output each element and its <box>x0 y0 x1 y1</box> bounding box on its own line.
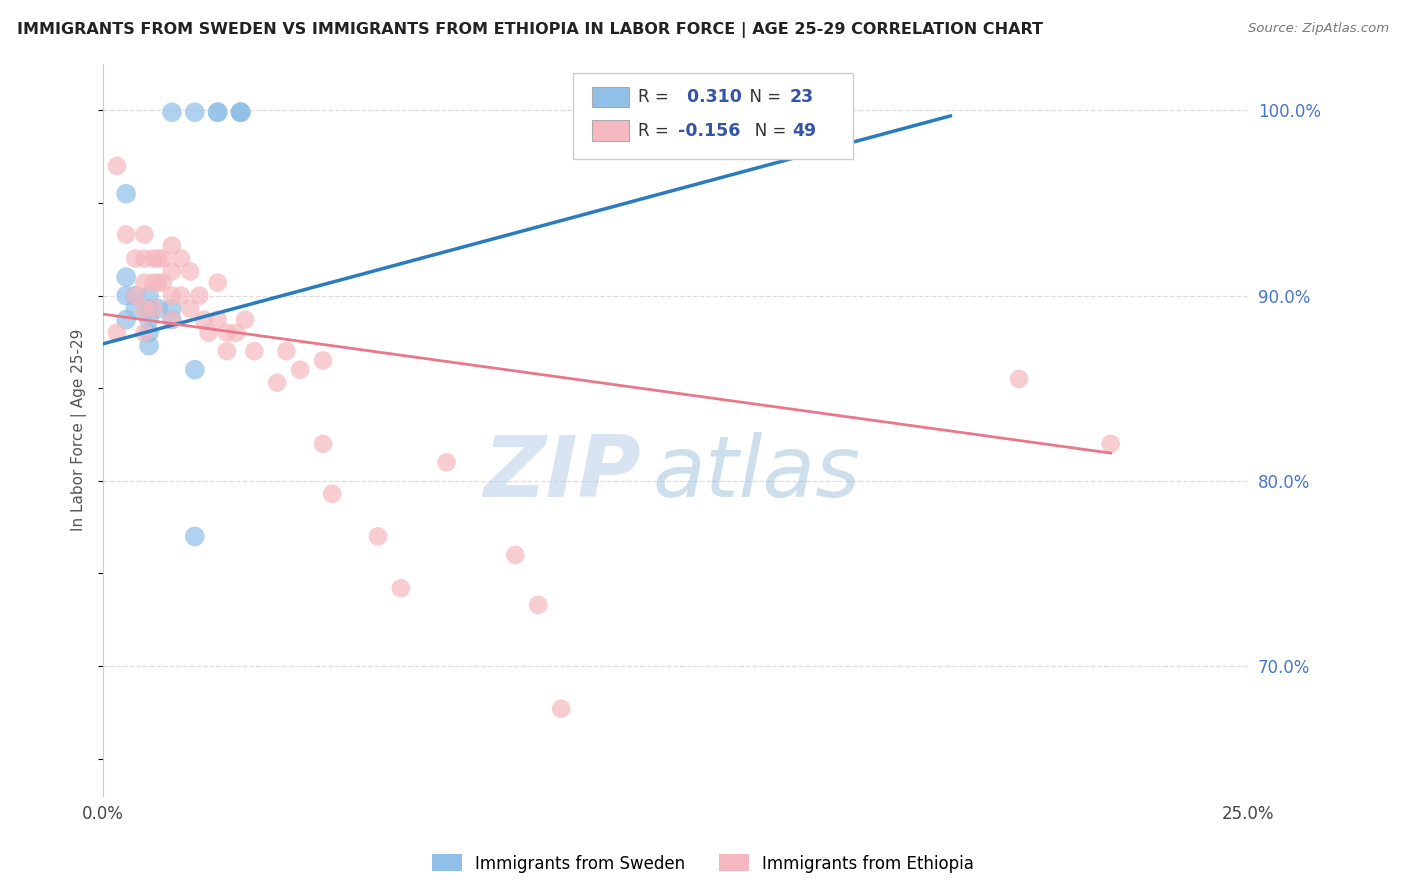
Point <box>229 105 252 120</box>
Text: IMMIGRANTS FROM SWEDEN VS IMMIGRANTS FROM ETHIOPIA IN LABOR FORCE | AGE 25-29 CO: IMMIGRANTS FROM SWEDEN VS IMMIGRANTS FRO… <box>17 22 1043 38</box>
Text: R =: R = <box>638 88 673 106</box>
Point <box>105 326 128 340</box>
Point <box>124 288 146 302</box>
Point <box>134 276 156 290</box>
Point <box>288 362 311 376</box>
Point <box>160 301 183 316</box>
Point <box>193 312 215 326</box>
Point <box>115 270 138 285</box>
Point <box>243 344 266 359</box>
Point <box>207 312 229 326</box>
Point <box>105 159 128 173</box>
Point <box>184 105 207 120</box>
Point <box>312 353 335 368</box>
Point <box>229 105 252 120</box>
Point <box>505 548 527 562</box>
Point <box>179 301 201 316</box>
Point <box>138 301 160 316</box>
Point <box>160 312 183 326</box>
Point <box>207 105 229 120</box>
Text: atlas: atlas <box>652 433 860 516</box>
FancyBboxPatch shape <box>592 87 628 107</box>
Point <box>138 312 160 326</box>
Point <box>266 376 288 390</box>
Text: ZIP: ZIP <box>484 433 641 516</box>
Point <box>367 529 389 543</box>
Text: N =: N = <box>738 88 786 106</box>
Point <box>160 105 183 120</box>
Point <box>229 105 252 120</box>
Point <box>146 252 169 266</box>
FancyBboxPatch shape <box>592 120 628 141</box>
Legend: Immigrants from Sweden, Immigrants from Ethiopia: Immigrants from Sweden, Immigrants from … <box>426 847 980 880</box>
Point <box>550 702 572 716</box>
Point <box>146 276 169 290</box>
Text: R =: R = <box>638 121 673 140</box>
Text: 49: 49 <box>793 121 817 140</box>
Point <box>184 362 207 376</box>
Point <box>152 276 174 290</box>
Point <box>138 338 160 352</box>
Point <box>312 437 335 451</box>
Point <box>152 252 174 266</box>
Text: -0.156: -0.156 <box>678 121 741 140</box>
Point <box>184 529 207 543</box>
Point <box>215 326 238 340</box>
Point <box>1008 372 1031 386</box>
Point <box>170 252 193 266</box>
Point <box>160 238 183 252</box>
Point <box>1099 437 1122 451</box>
Point <box>527 598 550 612</box>
Point <box>142 276 165 290</box>
Point <box>124 301 146 316</box>
Point <box>179 264 201 278</box>
Point <box>276 344 298 359</box>
Point <box>215 344 238 359</box>
Point <box>188 288 211 302</box>
Point <box>225 326 247 340</box>
Point <box>124 252 146 266</box>
FancyBboxPatch shape <box>572 73 853 159</box>
Point <box>160 288 183 302</box>
Point <box>146 301 169 316</box>
Y-axis label: In Labor Force | Age 25-29: In Labor Force | Age 25-29 <box>72 329 87 531</box>
Text: Source: ZipAtlas.com: Source: ZipAtlas.com <box>1249 22 1389 36</box>
Point <box>207 105 229 120</box>
Point <box>115 227 138 242</box>
Point <box>134 301 156 316</box>
Point <box>170 288 193 302</box>
Point <box>115 186 138 201</box>
Point <box>142 301 165 316</box>
Point <box>207 276 229 290</box>
Point <box>115 312 138 326</box>
Point <box>124 288 146 302</box>
Point <box>115 288 138 302</box>
Point <box>389 582 412 596</box>
Point <box>233 312 256 326</box>
Text: 0.310: 0.310 <box>682 88 742 106</box>
Point <box>134 227 156 242</box>
Text: N =: N = <box>738 121 792 140</box>
Point <box>138 288 160 302</box>
Point <box>134 252 156 266</box>
Point <box>321 487 343 501</box>
Point <box>160 312 183 326</box>
Text: 23: 23 <box>790 88 814 106</box>
Point <box>142 252 165 266</box>
Point <box>197 326 219 340</box>
Point <box>436 455 458 469</box>
Point <box>160 264 183 278</box>
Point <box>138 326 160 340</box>
Point <box>134 326 156 340</box>
